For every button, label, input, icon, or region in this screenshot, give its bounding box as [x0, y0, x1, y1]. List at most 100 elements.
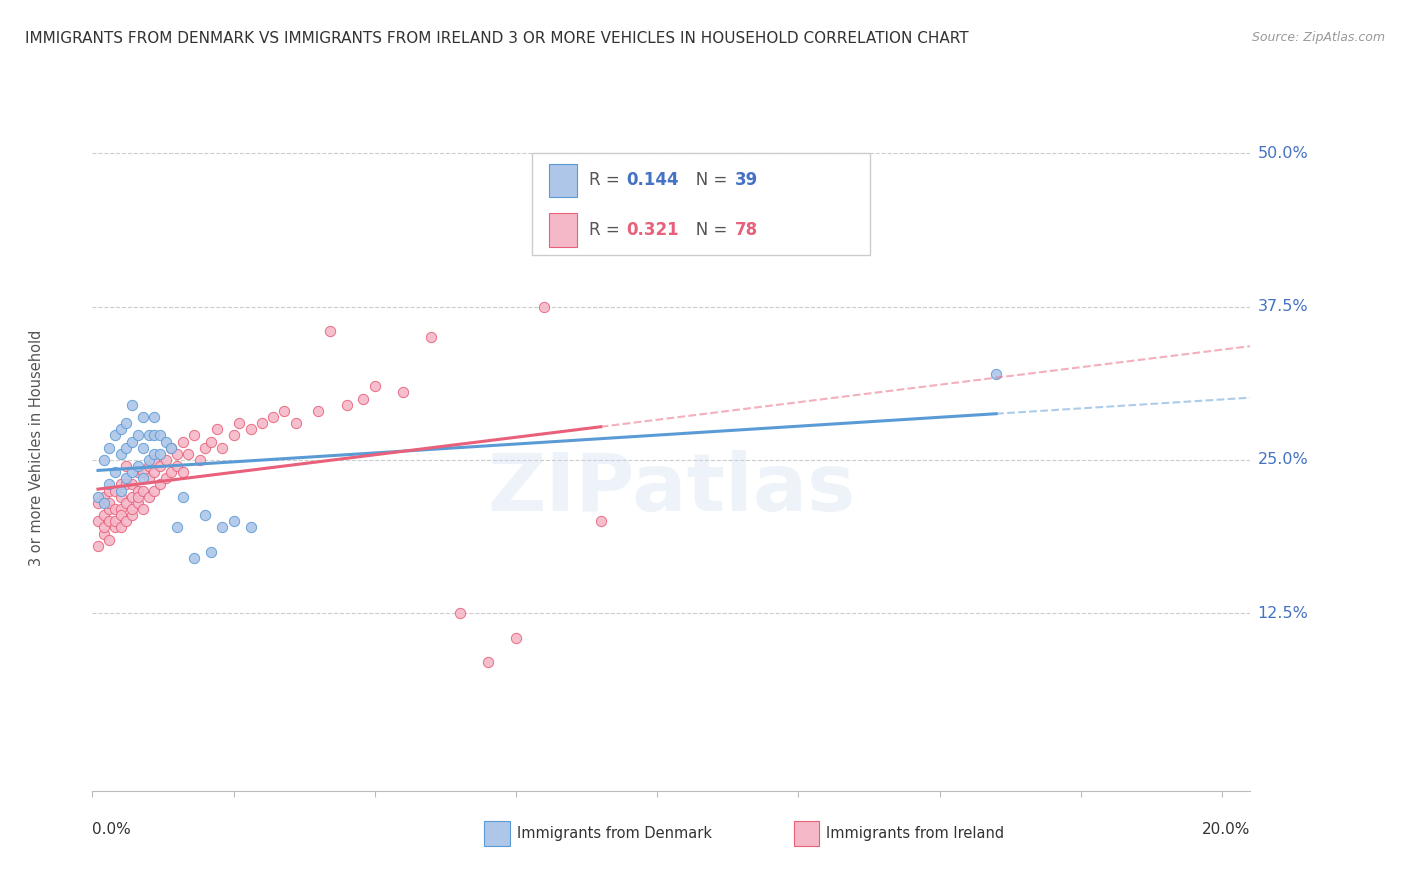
Point	[132, 410, 155, 425]
Point	[93, 526, 115, 541]
Point	[132, 483, 155, 498]
Point	[104, 483, 127, 498]
Point	[420, 330, 443, 344]
Point	[87, 514, 110, 528]
Text: 3 or more Vehicles in Household: 3 or more Vehicles in Household	[28, 329, 44, 566]
Point	[353, 392, 375, 406]
Point	[211, 441, 233, 455]
Point	[104, 520, 127, 534]
Point	[121, 490, 143, 504]
Point	[104, 502, 127, 516]
Point	[589, 514, 612, 528]
Point	[533, 300, 555, 314]
Text: Source: ZipAtlas.com: Source: ZipAtlas.com	[1251, 31, 1385, 45]
Text: Immigrants from Ireland: Immigrants from Ireland	[827, 827, 1004, 841]
Point	[155, 471, 177, 485]
Point	[155, 453, 177, 467]
Point	[110, 508, 132, 523]
Point	[205, 422, 228, 436]
Point	[143, 447, 166, 461]
Point	[138, 428, 160, 442]
Point	[250, 416, 273, 430]
Point	[449, 607, 471, 621]
Point	[138, 459, 160, 474]
Point	[110, 520, 132, 534]
Text: 0.321: 0.321	[627, 220, 679, 239]
Point	[115, 441, 138, 455]
Point	[262, 410, 284, 425]
Point	[115, 416, 138, 430]
Point	[160, 441, 183, 455]
Point	[87, 496, 110, 510]
Point	[110, 490, 132, 504]
Point	[155, 434, 177, 449]
Text: 78: 78	[735, 220, 758, 239]
Point	[222, 514, 245, 528]
Point	[172, 465, 194, 479]
Point	[307, 404, 329, 418]
Point	[93, 520, 115, 534]
Point	[143, 453, 166, 467]
Point	[115, 459, 138, 474]
Point	[121, 434, 143, 449]
Point	[110, 422, 132, 436]
Text: N =: N =	[681, 220, 733, 239]
Point	[239, 520, 262, 534]
Point	[132, 502, 155, 516]
Point	[160, 465, 183, 479]
Text: 50.0%: 50.0%	[1257, 145, 1308, 161]
Text: 25.0%: 25.0%	[1257, 452, 1308, 467]
Point	[239, 422, 262, 436]
Point	[200, 434, 222, 449]
Point	[166, 520, 188, 534]
Point	[127, 465, 149, 479]
Text: 37.5%: 37.5%	[1257, 299, 1308, 314]
Point	[127, 428, 149, 442]
Point	[143, 410, 166, 425]
Point	[98, 496, 121, 510]
Point	[127, 483, 149, 498]
Text: R =: R =	[589, 220, 624, 239]
Point	[110, 502, 132, 516]
Point	[222, 428, 245, 442]
Text: R =: R =	[589, 171, 624, 189]
Point	[93, 496, 115, 510]
Point	[127, 490, 149, 504]
Point	[121, 465, 143, 479]
Point	[149, 477, 172, 491]
Point	[115, 477, 138, 491]
Point	[138, 471, 160, 485]
Point	[284, 416, 307, 430]
Point	[121, 477, 143, 491]
Point	[132, 471, 155, 485]
Point	[93, 508, 115, 523]
Point	[93, 453, 115, 467]
Point	[177, 447, 200, 461]
Point	[194, 508, 217, 523]
Point	[87, 539, 110, 553]
Point	[115, 496, 138, 510]
Point	[98, 514, 121, 528]
Point	[166, 447, 188, 461]
Point	[110, 477, 132, 491]
Point	[364, 379, 387, 393]
Point	[166, 459, 188, 474]
Point	[211, 520, 233, 534]
Point	[127, 496, 149, 510]
Point	[98, 533, 121, 547]
Point	[149, 459, 172, 474]
Text: 20.0%: 20.0%	[1202, 822, 1250, 838]
Point	[143, 465, 166, 479]
Point	[115, 471, 138, 485]
Point	[98, 477, 121, 491]
Point	[93, 490, 115, 504]
Text: ZIPatlas: ZIPatlas	[488, 450, 855, 528]
Point	[318, 324, 340, 338]
Point	[194, 441, 217, 455]
Point	[121, 502, 143, 516]
Point	[132, 465, 155, 479]
Point	[172, 490, 194, 504]
Point	[228, 416, 250, 430]
Point	[143, 428, 166, 442]
Point	[115, 514, 138, 528]
